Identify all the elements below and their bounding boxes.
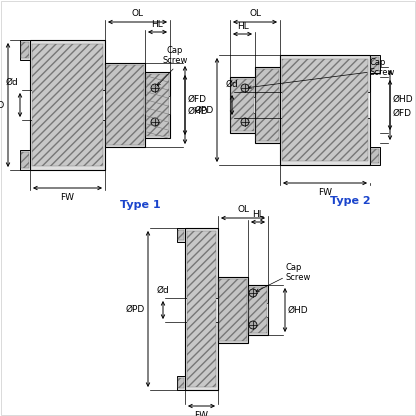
Text: FW: FW [60,193,74,202]
Bar [371,149,379,163]
Bar [30,40,105,170]
Bar [280,92,370,118]
Text: Type 2: Type 2 [330,196,371,206]
Bar [249,287,267,333]
Text: Cap
Screw: Cap Screw [162,46,188,65]
Circle shape [151,84,159,92]
Text: ØFD: ØFD [188,94,207,104]
Bar [146,74,169,136]
Bar [145,96,170,114]
Text: FW: FW [318,188,332,197]
Text: ØPD: ØPD [0,101,5,109]
Bar [177,376,185,390]
Text: Cap
Screw: Cap Screw [370,58,395,77]
Bar [280,55,370,165]
Text: HL: HL [252,210,264,219]
Text: OL: OL [237,205,249,214]
Bar [256,69,279,141]
Bar [230,97,255,113]
Circle shape [151,118,159,126]
Bar [30,90,105,120]
Bar [371,57,379,71]
Bar [370,147,380,165]
Bar [255,67,280,143]
Bar [218,277,248,343]
Bar [32,44,103,166]
Text: ØHD: ØHD [288,305,309,314]
Text: Cap
Screw: Cap Screw [285,263,310,282]
Bar [248,303,268,317]
Bar [20,40,30,60]
Bar [21,152,29,168]
Text: HL: HL [151,20,163,29]
Text: Type 1: Type 1 [120,200,160,210]
Text: Ød: Ød [157,286,169,295]
Circle shape [241,84,249,92]
Bar [185,298,218,322]
Text: Ød: Ød [225,80,238,89]
Text: ØFD: ØFD [393,109,412,117]
Bar [282,59,368,161]
Circle shape [249,289,257,297]
Text: OL: OL [249,9,261,18]
Bar [145,72,170,138]
Text: ØHD: ØHD [188,106,209,116]
Bar [105,63,145,147]
Bar [248,285,268,335]
Text: HL: HL [237,22,248,31]
Bar [177,228,185,242]
Text: ØPD: ØPD [195,106,214,114]
Bar [231,79,254,131]
Bar [219,279,247,341]
Bar [20,150,30,170]
Text: ØHD: ØHD [393,94,414,104]
Bar [178,230,184,240]
Bar [185,228,218,390]
Circle shape [241,118,249,126]
Text: FW: FW [195,411,208,416]
Text: OL: OL [131,9,144,18]
Bar [230,77,255,133]
Text: Ød: Ød [5,78,18,87]
Circle shape [249,321,257,329]
Bar [187,231,216,387]
Bar [370,55,380,73]
Text: ØPD: ØPD [126,305,145,314]
Bar [21,42,29,58]
Bar [178,378,184,388]
Bar [106,65,144,145]
